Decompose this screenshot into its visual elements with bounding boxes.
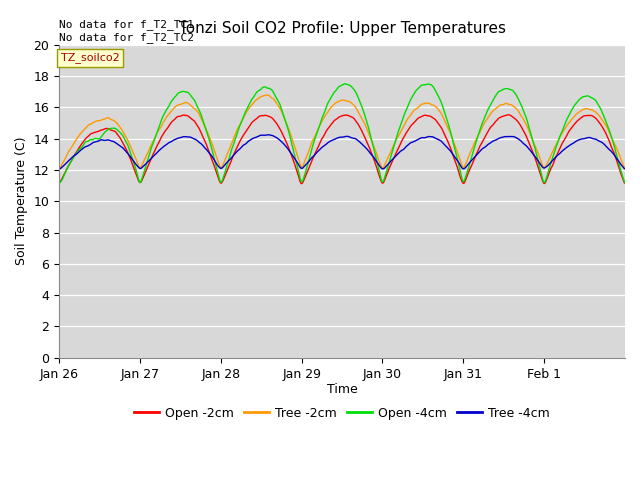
Open -2cm (84, 134, 92, 140)
Open -4cm (605, 126, 612, 132)
Open -4cm (501, 86, 509, 92)
Line: Open -4cm: Open -4cm (59, 84, 625, 183)
Tree -2cm (263, 92, 271, 98)
Open -2cm (316, 141, 323, 146)
Line: Tree -2cm: Tree -2cm (59, 95, 625, 169)
Tree -4cm (605, 146, 612, 152)
Tree -4cm (264, 132, 272, 138)
Y-axis label: Soil Temperature (C): Soil Temperature (C) (15, 137, 28, 265)
Tree -2cm (621, 165, 629, 170)
Open -4cm (84, 138, 92, 144)
Open -2cm (605, 137, 612, 143)
Open -2cm (331, 118, 339, 123)
Open -2cm (621, 180, 629, 186)
Tree -4cm (84, 143, 92, 149)
Tree -4cm (316, 147, 323, 153)
Tree -2cm (84, 123, 92, 129)
X-axis label: Time: Time (326, 384, 358, 396)
Open -4cm (605, 126, 612, 132)
Text: No data for f_T2_TC1
No data for f_T2_TC2: No data for f_T2_TC1 No data for f_T2_TC… (59, 20, 194, 43)
Tree -2cm (331, 101, 339, 107)
Tree -4cm (55, 166, 63, 172)
Open -4cm (316, 124, 323, 130)
Open -2cm (298, 181, 305, 187)
Open -4cm (330, 89, 338, 95)
Legend: Open -2cm, Tree -2cm, Open -4cm, Tree -4cm: Open -2cm, Tree -2cm, Open -4cm, Tree -4… (129, 402, 556, 425)
Text: TZ_soilco2: TZ_soilco2 (61, 52, 120, 63)
Open -4cm (621, 180, 629, 186)
Tree -4cm (621, 166, 629, 172)
Tree -2cm (316, 123, 323, 129)
Title: Tonzi Soil CO2 Profile: Upper Temperatures: Tonzi Soil CO2 Profile: Upper Temperatur… (179, 22, 506, 36)
Tree -4cm (605, 146, 612, 152)
Open -2cm (501, 112, 509, 118)
Tree -2cm (501, 101, 509, 107)
Line: Open -2cm: Open -2cm (59, 115, 625, 184)
Tree -2cm (605, 128, 612, 133)
Tree -4cm (331, 136, 339, 142)
Open -2cm (55, 180, 63, 185)
Line: Tree -4cm: Tree -4cm (59, 135, 625, 169)
Open -2cm (605, 138, 613, 144)
Tree -4cm (501, 134, 509, 140)
Open -4cm (340, 81, 348, 87)
Tree -2cm (605, 129, 612, 134)
Tree -2cm (55, 167, 63, 172)
Open -2cm (505, 112, 513, 118)
Open -4cm (55, 180, 63, 186)
